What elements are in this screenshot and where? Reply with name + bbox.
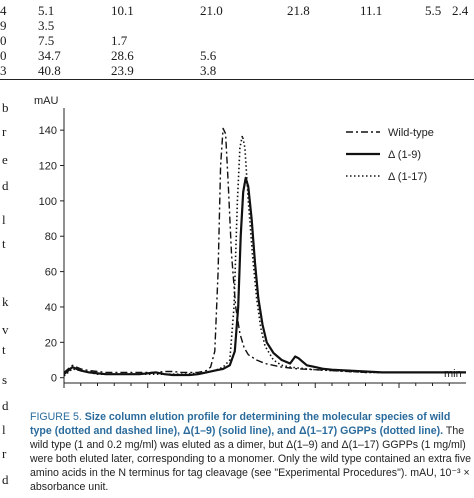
chart-svg: 0 20 40 60 80 100 120 140 mAU min Wild-type Δ (1-9)…	[34, 95, 466, 388]
body-text-fragment-char: d	[2, 398, 9, 413]
data-table: 4 5.1 10.1 21.0 21.8 11.1 5.5 2.4 9 3.5 0 7.5 1.7 0 34…	[0, 0, 474, 80]
body-text-fragment-char: t	[2, 236, 6, 251]
table-cell: 3.8	[200, 63, 217, 78]
body-text-fragment-char: l	[2, 422, 6, 437]
table-row: 0 7.5 1.7	[0, 33, 474, 49]
table-cell: 5.5	[425, 3, 442, 18]
y-tick-label: 40	[45, 302, 57, 314]
table-cell: 1.7	[111, 33, 128, 48]
figure-caption: FIGURE 5. Size column elution profile fo…	[30, 410, 474, 494]
series-line-1	[63, 176, 466, 377]
table-cell: 5.1	[38, 3, 55, 18]
body-text-fragment-char: l	[2, 212, 6, 227]
table-cell: 10.1	[111, 3, 134, 18]
table-cell: 40.8	[38, 63, 61, 78]
table-row: 9 3.5	[0, 18, 474, 34]
table-cell: 9	[0, 18, 7, 33]
table-rule	[0, 79, 474, 80]
elution-chart: 0 20 40 60 80 100 120 140 mAU min Wild-type Δ (1-9)…	[30, 92, 474, 408]
body-text-fragment-char: s	[2, 372, 8, 387]
body-text-fragment-char: d	[2, 472, 9, 487]
table-cell: 4	[0, 3, 7, 18]
body-text-fragment-char: d	[2, 178, 9, 193]
body-text-fragment-char: v	[2, 322, 9, 337]
x-axis-unit: min	[444, 368, 462, 380]
table-row: 0 34.7 28.6 5.6	[0, 48, 474, 64]
series-line-2	[63, 134, 466, 377]
figure-label: FIGURE 5.	[30, 411, 82, 423]
body-text-fragment-char: r	[2, 124, 7, 139]
table-row: 3 40.8 23.9 3.8	[0, 63, 474, 79]
table-cell: 3	[0, 63, 7, 78]
y-tick-label: 0	[51, 373, 57, 385]
body-text-fragment-char: k	[2, 294, 9, 309]
table-row: 4 5.1 10.1 21.0 21.8 11.1 5.5 2.4	[0, 3, 474, 19]
body-text-fragment-char: e	[2, 152, 8, 167]
table-cell: 3.5	[38, 18, 55, 33]
body-text-fragment-char: b	[2, 100, 9, 115]
figure-title: Size column elution profile for determin…	[30, 411, 451, 437]
table-cell: 34.7	[38, 48, 61, 63]
table-cell: 0	[0, 48, 7, 63]
table-cell: 28.6	[111, 48, 134, 63]
table-cell: 0	[0, 33, 7, 48]
table-cell: 21.8	[287, 3, 310, 18]
y-tick-label: 20	[45, 337, 57, 349]
table-cell: 21.0	[200, 3, 223, 18]
y-tick-label: 140	[39, 125, 57, 137]
table-cell: 5.6	[200, 48, 217, 63]
body-text-fragment-char: r	[2, 446, 7, 461]
figure-caption-body: The wild type (1 and 0.2 mg/ml) was elut…	[30, 425, 472, 493]
legend-label: Δ (1-17)	[388, 171, 427, 183]
y-tick-label: 120	[39, 161, 57, 173]
legend-label: Wild-type	[388, 127, 434, 139]
y-tick-label: 80	[45, 231, 57, 243]
table-cell: 23.9	[111, 63, 134, 78]
table-cell: 2.4	[452, 3, 469, 18]
table-cell: 7.5	[38, 33, 55, 48]
y-axis-unit: mAU	[34, 95, 59, 107]
table-cell: 11.1	[360, 3, 383, 18]
y-tick-label: 100	[39, 196, 57, 208]
y-tick-label: 60	[45, 267, 57, 279]
body-text-fragment-char: t	[2, 342, 6, 357]
legend-label: Δ (1-9)	[388, 149, 421, 161]
